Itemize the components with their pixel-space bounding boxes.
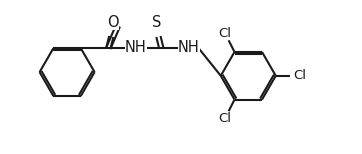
Text: Cl: Cl: [218, 112, 231, 125]
Text: Cl: Cl: [218, 27, 231, 40]
Text: NH: NH: [178, 40, 200, 55]
Text: S: S: [152, 15, 161, 30]
Text: Cl: Cl: [293, 69, 306, 82]
Text: O: O: [108, 15, 119, 30]
Text: NH: NH: [125, 40, 147, 55]
